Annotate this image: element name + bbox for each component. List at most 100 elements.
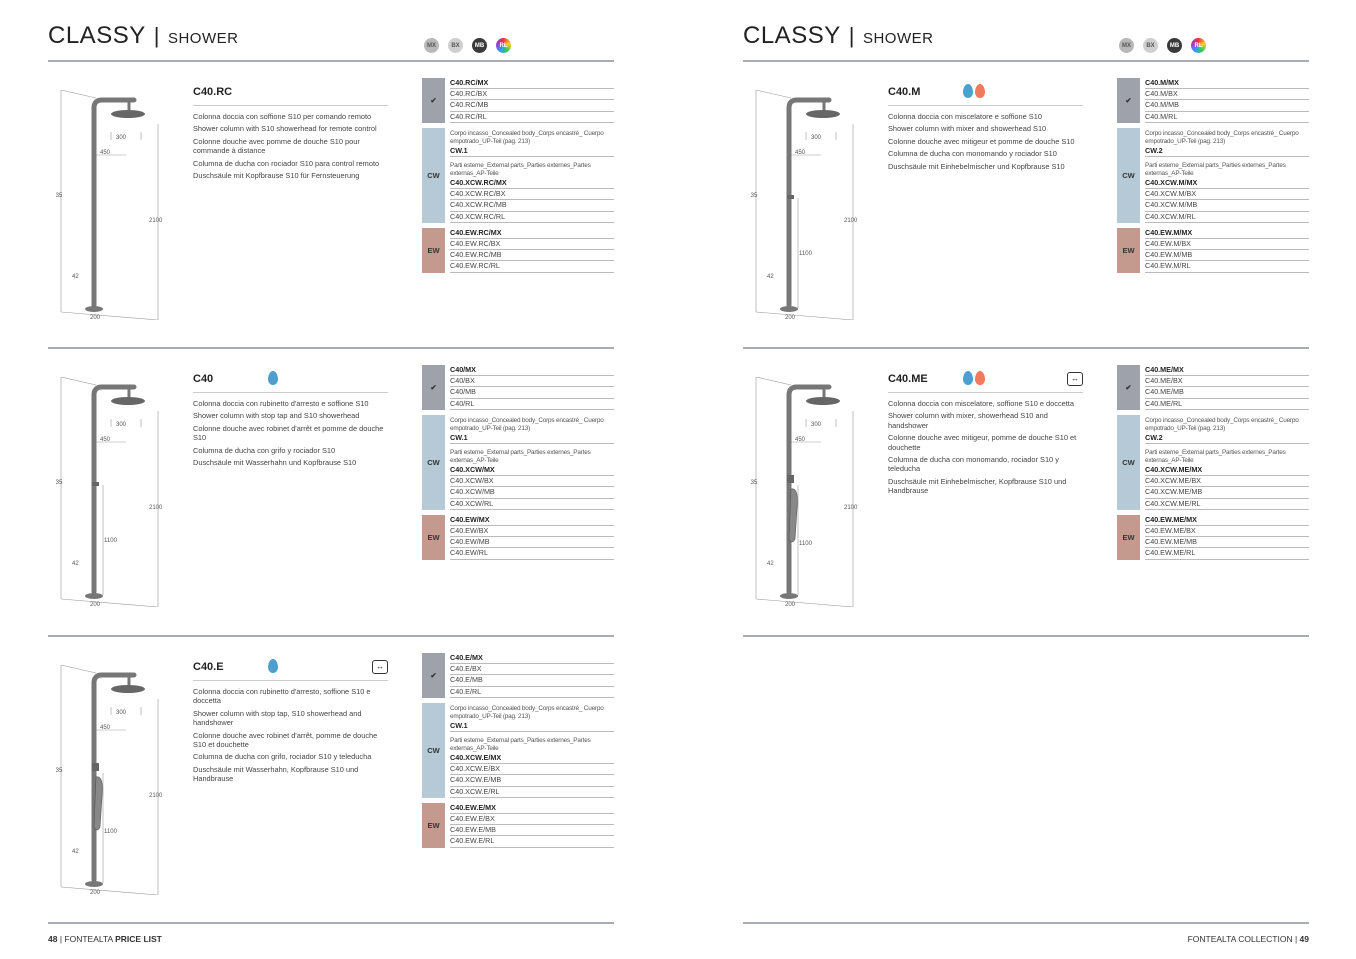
code-row[interactable]: C40.XCW.ME/MB	[1145, 487, 1309, 499]
code-row[interactable]: C40.EW.RC/BX	[450, 239, 614, 251]
cold-water-drop-icon	[268, 659, 278, 673]
dim-arm: 450	[100, 150, 111, 156]
code-row[interactable]: C40.ME/MB	[1145, 387, 1309, 399]
description-line: Duschsäule mit Wasserhahn, Kopfbrause S1…	[193, 764, 359, 784]
cw-label: CW	[422, 702, 445, 798]
code-row[interactable]: C40.EW.M/MB	[1145, 250, 1309, 262]
ew-codes: EW C40.EW.ME/MX C40.EW.ME/BX C40.EW.ME/MB C4…	[1117, 514, 1309, 560]
code-row[interactable]: C40.EW.M/RL	[1145, 261, 1309, 273]
product-drawing-wrap: 300 450 2235 2100 1100 42 200	[49, 664, 176, 896]
concealed-code[interactable]: CW.1	[450, 433, 614, 445]
code-row[interactable]: C40.XCW.ME/RL	[1145, 499, 1309, 510]
code-row[interactable]: C40.M/MX	[1145, 78, 1309, 90]
code-rows: Corpo incasso_Concealed body_Corps encas…	[445, 415, 614, 510]
code-row[interactable]: C40.ME/MX	[1145, 365, 1309, 377]
code-row[interactable]: C40.E/BX	[450, 664, 614, 676]
water-type	[268, 659, 278, 673]
code-row[interactable]: C40.XCW.RC/BX	[450, 189, 614, 201]
water-type	[963, 84, 985, 98]
code-row[interactable]: C40.XCW.ME/BX	[1145, 476, 1309, 488]
code-row[interactable]: C40.M/RL	[1145, 112, 1309, 123]
footer-bold: PRICE LIST	[115, 934, 162, 944]
code-row[interactable]: C40.EW.E/BX	[450, 814, 614, 826]
code-row[interactable]: C40.EW.ME/RL	[1145, 548, 1309, 560]
product-drawing: 300 450 2235 2100 42 200	[49, 89, 163, 321]
code-row[interactable]: C40/MX	[450, 365, 614, 377]
concealed-code[interactable]: CW.2	[1145, 433, 1309, 445]
code-row[interactable]: C40.E/MB	[450, 675, 614, 687]
description-line: Colonne douche avec pomme de douche S10 …	[193, 136, 360, 156]
finish-legend: MX BX MB RL	[1119, 38, 1206, 53]
code-row[interactable]: C40.M/BX	[1145, 89, 1309, 101]
code-row[interactable]: C40.EW.ME/BX	[1145, 526, 1309, 538]
code-row[interactable]: C40.E/MX	[450, 653, 614, 665]
code-row[interactable]: C40/RL	[450, 399, 614, 410]
dim-height: 2100	[149, 218, 163, 224]
external-note: Parti esterne_External parts_Parties ext…	[450, 737, 591, 753]
product-block: 300 450 2235 2100 1100 42 200 C40.E ↔Colonna…	[48, 635, 614, 922]
description-line: Colonne douche avec mitigeur, pomme de d…	[888, 433, 1077, 452]
concealed-code[interactable]: CW.1	[450, 146, 614, 158]
code-row[interactable]: C40.M/MB	[1145, 100, 1309, 112]
concealed-code[interactable]: CW.2	[1145, 146, 1309, 158]
code-row[interactable]: C40.XCW.E/BX	[450, 764, 614, 776]
code-row[interactable]: C40.EW/BX	[450, 526, 614, 538]
code-row[interactable]: C40.RC/RL	[450, 112, 614, 123]
code-row[interactable]: C40.XCW.RC/MB	[450, 200, 614, 212]
code-row[interactable]: C40.EW.E/RL	[450, 836, 614, 848]
code-row[interactable]: C40.EW.RC/RL	[450, 261, 614, 273]
description-line: Columna de ducha con rociador S10 para c…	[193, 158, 380, 168]
header-separator: |	[848, 23, 855, 48]
code-row[interactable]: C40.XCW.E/MB	[450, 775, 614, 787]
code-row[interactable]: C40.XCW.ME/MX	[1145, 465, 1309, 477]
code-row[interactable]: C40.ME/RL	[1145, 399, 1309, 410]
code-row[interactable]: C40.XCW/RL	[450, 499, 614, 510]
code-row[interactable]: C40.EW.ME/MX	[1145, 515, 1309, 527]
description-line: Duschsäule mit Kopfbrause S10 für Fernst…	[193, 171, 360, 181]
code-row[interactable]: C40.XCW.E/MX	[450, 753, 614, 765]
cw-codes: CW Corpo incasso_Concealed body_Corps enc…	[1117, 414, 1309, 510]
cw-label: CW	[422, 414, 445, 510]
code-row[interactable]: C40.XCW.M/MX	[1145, 178, 1309, 190]
ew-label: EW	[422, 227, 445, 273]
code-row[interactable]: C40.XCW.M/MB	[1145, 200, 1309, 212]
code-row[interactable]: C40.RC/BX	[450, 89, 614, 101]
code-row[interactable]: C40.EW.E/MB	[450, 825, 614, 837]
code-row[interactable]: C40.XCW.RC/MX	[450, 178, 614, 190]
page-header: CLASSY | SHOWER	[743, 22, 933, 50]
code-row[interactable]: C40/MB	[450, 387, 614, 399]
code-row[interactable]: C40.EW.M/BX	[1145, 239, 1309, 251]
code-row[interactable]: C40.XCW.M/RL	[1145, 212, 1309, 223]
divider	[888, 392, 1083, 393]
code-row[interactable]: C40.XCW.RC/RL	[450, 212, 614, 223]
code-row[interactable]: C40.EW.RC/MX	[450, 228, 614, 240]
code-row[interactable]: C40.EW.RC/MB	[450, 250, 614, 262]
code-row[interactable]: C40.RC/MB	[450, 100, 614, 112]
code-row[interactable]: C40.XCW.E/RL	[450, 787, 614, 798]
code-rows: C40.RC/MX C40.RC/BX C40.RC/MB C40.RC/RL	[445, 78, 614, 123]
code-row[interactable]: C40.EW/MX	[450, 515, 614, 527]
code-rows: C40.EW/MX C40.EW/BX C40.EW/MB C40.EW/RL	[445, 515, 614, 560]
code-row[interactable]: C40.XCW/MX	[450, 465, 614, 477]
code-row[interactable]: C40.EW.ME/MB	[1145, 537, 1309, 549]
divider	[48, 60, 614, 62]
dim-pipe: 42	[72, 274, 79, 280]
code-row[interactable]: C40.EW.M/MX	[1145, 228, 1309, 240]
code-rows: C40/MX C40/BX C40/MB C40/RL	[445, 365, 614, 410]
cw-label: CW	[1117, 127, 1140, 223]
dim-valve: 1100	[104, 829, 118, 835]
code-row[interactable]: C40.XCW/BX	[450, 476, 614, 488]
header-separator: |	[153, 23, 160, 48]
code-row[interactable]: C40.EW/RL	[450, 548, 614, 560]
dim-head: 300	[811, 422, 822, 428]
code-row[interactable]: C40.E/RL	[450, 687, 614, 698]
code-row[interactable]: C40.XCW.M/BX	[1145, 189, 1309, 201]
code-row[interactable]: C40.EW/MB	[450, 537, 614, 549]
code-row[interactable]: C40.EW.E/MX	[450, 803, 614, 815]
code-row[interactable]: C40/BX	[450, 376, 614, 388]
code-row[interactable]: C40.ME/BX	[1145, 376, 1309, 388]
code-row[interactable]: C40.XCW/MB	[450, 487, 614, 499]
concealed-code[interactable]: CW.1	[450, 721, 614, 733]
ew-codes: EW C40.EW/MX C40.EW/BX C40.EW/MB C40.EW/RL	[422, 514, 614, 560]
code-row[interactable]: C40.RC/MX	[450, 78, 614, 90]
